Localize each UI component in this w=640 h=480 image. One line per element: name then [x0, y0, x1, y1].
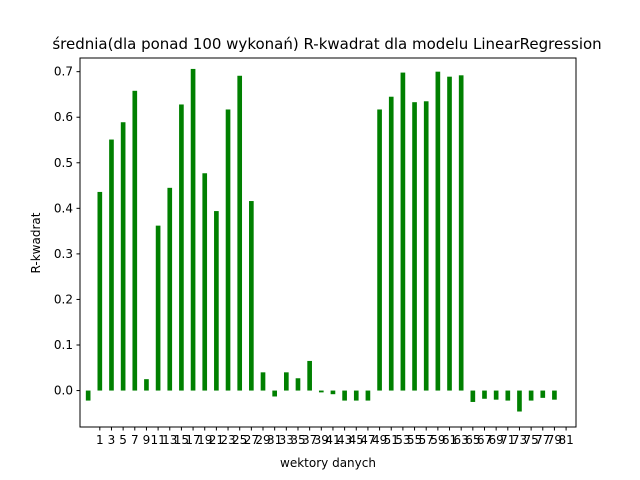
- y-axis-label: R-kwadrat: [29, 212, 43, 273]
- bar: [284, 372, 289, 391]
- bar: [435, 71, 441, 391]
- bar: [528, 390, 534, 401]
- bar: [377, 109, 382, 391]
- x-tick-label: 23: [220, 433, 235, 447]
- x-tick-label: 3: [108, 433, 116, 447]
- bar: [120, 122, 126, 391]
- x-tick-label: 13: [162, 433, 177, 447]
- bar: [272, 390, 277, 397]
- bar: [190, 68, 196, 391]
- x-tick-label: 9: [143, 433, 151, 447]
- bar: [365, 390, 371, 401]
- bar: [144, 379, 149, 391]
- y-tick-label: 0.6: [54, 110, 73, 124]
- x-tick-label: 65: [465, 433, 480, 447]
- x-tick-label: 41: [325, 433, 340, 447]
- bar: [412, 102, 417, 391]
- bar: [388, 96, 394, 391]
- bar: [330, 390, 336, 395]
- x-tick-label: 17: [185, 433, 200, 447]
- bar: [155, 225, 161, 391]
- bars-group: [85, 68, 557, 412]
- x-tick-label: 75: [523, 433, 538, 447]
- y-tick-label: 0.7: [54, 65, 73, 79]
- x-tick-label: 81: [558, 433, 573, 447]
- x-tick-label: 37: [302, 433, 317, 447]
- plot-frame: [79, 57, 577, 428]
- x-tick-label: 47: [360, 433, 375, 447]
- x-tick-label: 49: [372, 433, 387, 447]
- x-tick-label: 67: [477, 433, 492, 447]
- x-tick-label: 69: [489, 433, 504, 447]
- bar: [202, 173, 208, 391]
- bar: [237, 75, 243, 391]
- x-tick-label: 45: [349, 433, 364, 447]
- x-tick-label: 61: [442, 433, 457, 447]
- bar: [505, 390, 511, 401]
- bar: [353, 390, 359, 401]
- bar: [249, 201, 254, 391]
- bar: [225, 109, 231, 391]
- bar: [97, 191, 103, 391]
- x-tick-label: 51: [384, 433, 399, 447]
- bar: [540, 390, 546, 398]
- x-tick-label: 77: [535, 433, 550, 447]
- x-tick-label: 15: [174, 433, 189, 447]
- x-axis-ticks: 1 3 5 7 9 11131517192123252729313335373941434…: [96, 427, 574, 447]
- x-tick-label: 39: [314, 433, 329, 447]
- bar: [179, 104, 184, 391]
- bar: [260, 372, 266, 391]
- x-tick-label: 1: [96, 433, 104, 447]
- x-tick-label: 5: [119, 433, 127, 447]
- x-tick-label: 35: [290, 433, 305, 447]
- bar: [493, 390, 499, 400]
- x-tick-label: 27: [244, 433, 259, 447]
- x-tick-label: 21: [209, 433, 224, 447]
- x-tick-label: 7: [131, 433, 139, 447]
- x-tick-label: 11: [150, 433, 165, 447]
- y-tick-label: 0.2: [54, 292, 73, 306]
- y-tick-label: 0.4: [54, 201, 73, 215]
- x-tick-label: 73: [512, 433, 527, 447]
- bar: [85, 390, 91, 401]
- bar: [132, 90, 138, 391]
- y-tick-label: 0.5: [54, 156, 73, 170]
- x-tick-label: 63: [454, 433, 469, 447]
- x-tick-label: 71: [500, 433, 515, 447]
- bar: [552, 390, 557, 400]
- bar: [482, 390, 487, 399]
- x-tick-label: 57: [419, 433, 434, 447]
- bar: [458, 75, 464, 391]
- x-tick-label: 29: [255, 433, 270, 447]
- x-tick-label: 33: [279, 433, 294, 447]
- bar: [400, 72, 406, 391]
- bar: [318, 390, 324, 393]
- bar: [342, 390, 347, 401]
- bar: [214, 211, 219, 391]
- y-tick-label: 0.1: [54, 338, 73, 352]
- x-tick-label: 79: [547, 433, 562, 447]
- bar: [295, 378, 301, 391]
- bar: [447, 76, 452, 391]
- bar: [470, 390, 476, 402]
- bar: [423, 101, 429, 391]
- y-tick-label: 0.3: [54, 247, 73, 261]
- x-tick-label: 25: [232, 433, 247, 447]
- y-tick-label: 0.0: [54, 384, 73, 398]
- x-tick-label: 31: [267, 433, 282, 447]
- x-tick-label: 43: [337, 433, 352, 447]
- bar: [517, 390, 522, 412]
- x-tick-label: 55: [407, 433, 422, 447]
- bar: [167, 187, 173, 391]
- bar: [307, 360, 312, 391]
- x-tick-label: 59: [430, 433, 445, 447]
- y-axis-ticks: 0.0 0.1 0.2 0.3 0.4 0.5 0.6 0.7: [54, 65, 80, 398]
- x-axis-label: wektory danych: [280, 456, 376, 470]
- x-tick-label: 53: [395, 433, 410, 447]
- bar: [109, 139, 114, 391]
- x-tick-label: 19: [197, 433, 212, 447]
- chart-title: średnia(dla ponad 100 wykonań) R-kwadrat…: [52, 35, 601, 53]
